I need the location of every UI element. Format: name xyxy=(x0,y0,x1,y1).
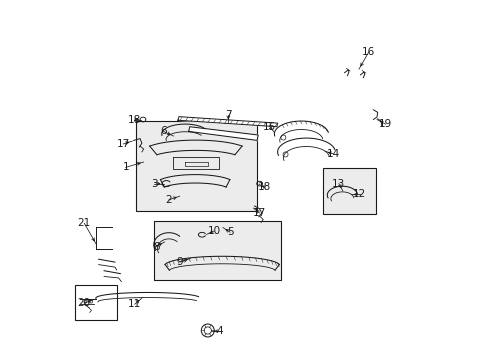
Text: 17: 17 xyxy=(116,139,129,149)
Text: 8: 8 xyxy=(153,242,159,252)
Bar xyxy=(75,285,117,320)
Text: 6: 6 xyxy=(160,126,166,136)
Text: 16: 16 xyxy=(361,47,375,57)
Polygon shape xyxy=(178,117,277,127)
Bar xyxy=(136,121,257,211)
Text: 7: 7 xyxy=(224,110,231,120)
Text: 19: 19 xyxy=(378,119,391,129)
Text: 20: 20 xyxy=(78,298,91,308)
Text: 5: 5 xyxy=(226,227,233,237)
Text: 11: 11 xyxy=(128,299,141,309)
Bar xyxy=(322,168,375,214)
Polygon shape xyxy=(188,127,258,140)
Text: 15: 15 xyxy=(263,122,276,132)
Text: 14: 14 xyxy=(326,149,340,159)
Text: 4: 4 xyxy=(216,326,222,336)
Text: 9: 9 xyxy=(176,257,183,267)
Text: 2: 2 xyxy=(165,195,172,205)
Text: 3: 3 xyxy=(151,179,158,189)
Text: 18: 18 xyxy=(127,114,141,125)
Text: 13: 13 xyxy=(331,179,345,189)
Bar xyxy=(153,221,280,280)
Text: 10: 10 xyxy=(207,226,220,236)
Text: 21: 21 xyxy=(78,218,91,228)
Text: 1: 1 xyxy=(122,162,129,172)
Text: 12: 12 xyxy=(352,189,366,199)
Text: 18: 18 xyxy=(258,182,271,192)
Text: 17: 17 xyxy=(252,208,265,218)
